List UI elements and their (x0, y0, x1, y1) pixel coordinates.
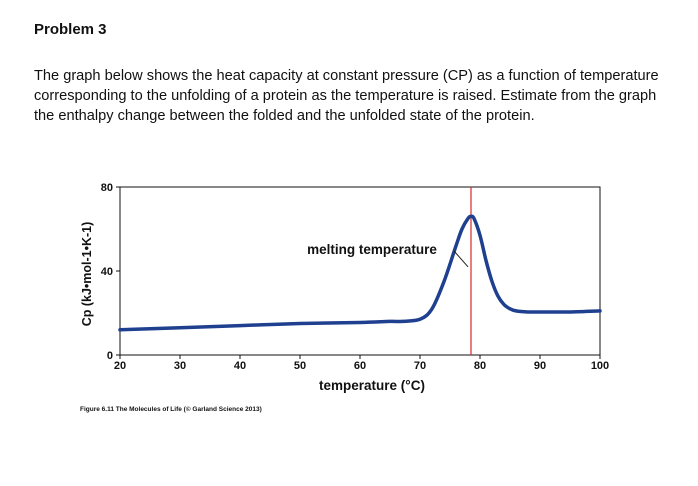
y-tick-label: 0 (107, 350, 113, 362)
plot-frame (119, 186, 601, 356)
x-tick-label: 50 (294, 360, 306, 372)
x-tick-label: 60 (354, 360, 366, 372)
x-tick-label: 90 (534, 360, 546, 372)
x-tick-label: 100 (591, 360, 609, 372)
chart-axes: 20 30 40 50 60 70 80 90 100 0 40 80 (101, 182, 609, 372)
y-tick-label: 40 (101, 266, 113, 278)
y-tick-label: 80 (101, 182, 113, 194)
x-tick-label: 20 (114, 360, 126, 372)
problem-title: Problem 3 (34, 21, 107, 38)
x-tick-label: 80 (474, 360, 486, 372)
problem-text: The graph below shows the heat capacity … (34, 68, 659, 124)
x-tick-label: 40 (234, 360, 246, 372)
annotation-text: melting temperature (307, 242, 437, 257)
annotation-arrow (453, 250, 469, 268)
x-axis-label: temperature (°C) (319, 378, 425, 393)
x-tick-label: 70 (414, 360, 426, 372)
y-axis-label: Cp (kJ•mol-1•K-1) (80, 222, 94, 327)
figure-caption: Figure 6.11 The Molecules of Life (© Gar… (80, 406, 262, 413)
x-tick-label: 30 (174, 360, 186, 372)
series-line (118, 214, 602, 332)
